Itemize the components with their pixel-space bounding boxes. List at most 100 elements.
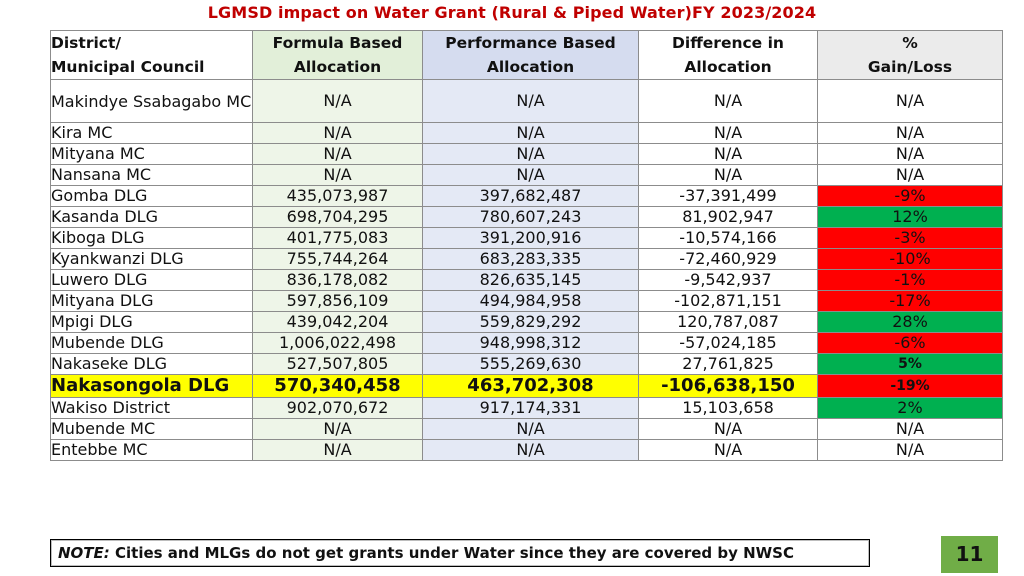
gain-cell: 28% bbox=[817, 311, 1003, 333]
formula-cell: 435,073,987 bbox=[252, 185, 423, 207]
performance-cell: N/A bbox=[422, 418, 639, 440]
gain-cell: -1% bbox=[817, 269, 1003, 291]
difference-cell: -72,460,929 bbox=[638, 248, 818, 270]
performance-cell: 555,269,630 bbox=[422, 353, 639, 375]
formula-cell: 597,856,109 bbox=[252, 290, 423, 312]
formula-cell: 527,507,805 bbox=[252, 353, 423, 375]
gain-cell: N/A bbox=[817, 143, 1003, 165]
difference-cell: 27,761,825 bbox=[638, 353, 818, 375]
district-cell: Mubende DLG bbox=[50, 332, 253, 354]
footnote: NOTE: Cities and MLGs do not get grants … bbox=[50, 539, 870, 567]
district-cell: Kiboga DLG bbox=[50, 227, 253, 249]
gain-cell: N/A bbox=[817, 122, 1003, 144]
table-row: Entebbe MC N/A N/A N/A N/A bbox=[50, 439, 1003, 461]
table-header-row: District/ Municipal Council Formula Base… bbox=[50, 30, 1003, 80]
difference-cell: -106,638,150 bbox=[638, 374, 818, 398]
district-cell: Entebbe MC bbox=[50, 439, 253, 461]
difference-cell: N/A bbox=[638, 439, 818, 461]
slide-title: LGMSD impact on Water Grant (Rural & Pip… bbox=[207, 3, 817, 22]
gain-cell: N/A bbox=[817, 439, 1003, 461]
difference-cell: N/A bbox=[638, 143, 818, 165]
district-cell: Wakiso District bbox=[50, 397, 253, 419]
formula-cell: N/A bbox=[252, 164, 423, 186]
difference-cell: -9,542,937 bbox=[638, 269, 818, 291]
difference-cell: 120,787,087 bbox=[638, 311, 818, 333]
table-row: Nakaseke DLG 527,507,805 555,269,630 27,… bbox=[50, 353, 1003, 375]
formula-cell: 401,775,083 bbox=[252, 227, 423, 249]
table-row: Nansana MC N/A N/A N/A N/A bbox=[50, 164, 1003, 186]
performance-cell: N/A bbox=[422, 79, 639, 123]
performance-cell: 683,283,335 bbox=[422, 248, 639, 270]
district-cell: Gomba DLG bbox=[50, 185, 253, 207]
gain-cell: -3% bbox=[817, 227, 1003, 249]
table-row: Kyankwanzi DLG 755,744,264 683,283,335 -… bbox=[50, 248, 1003, 270]
header-performance: Performance Based Allocation bbox=[422, 30, 639, 80]
table-row: Mubende DLG 1,006,022,498 948,998,312 -5… bbox=[50, 332, 1003, 354]
district-cell: Makindye Ssabagabo MC bbox=[50, 79, 253, 123]
table-row: Gomba DLG 435,073,987 397,682,487 -37,39… bbox=[50, 185, 1003, 207]
formula-cell: N/A bbox=[252, 143, 423, 165]
formula-cell: 1,006,022,498 bbox=[252, 332, 423, 354]
district-cell: Nansana MC bbox=[50, 164, 253, 186]
performance-cell: 397,682,487 bbox=[422, 185, 639, 207]
performance-cell: N/A bbox=[422, 164, 639, 186]
header-difference: Difference in Allocation bbox=[638, 30, 818, 80]
difference-cell: N/A bbox=[638, 122, 818, 144]
footnote-text: Cities and MLGs do not get grants under … bbox=[109, 544, 794, 562]
district-cell: Kasanda DLG bbox=[50, 206, 253, 228]
gain-cell: 12% bbox=[817, 206, 1003, 228]
district-cell: Luwero DLG bbox=[50, 269, 253, 291]
table-row: Mubende MC N/A N/A N/A N/A bbox=[50, 418, 1003, 440]
difference-cell: N/A bbox=[638, 418, 818, 440]
gain-cell: -10% bbox=[817, 248, 1003, 270]
gain-cell: N/A bbox=[817, 79, 1003, 123]
gain-cell: N/A bbox=[817, 418, 1003, 440]
formula-cell: 755,744,264 bbox=[252, 248, 423, 270]
gain-cell: 2% bbox=[817, 397, 1003, 419]
performance-cell: 826,635,145 bbox=[422, 269, 639, 291]
water-grant-table: District/ Municipal Council Formula Base… bbox=[50, 30, 1003, 461]
formula-cell: 836,178,082 bbox=[252, 269, 423, 291]
difference-cell: 15,103,658 bbox=[638, 397, 818, 419]
difference-cell: -102,871,151 bbox=[638, 290, 818, 312]
district-cell: Nakaseke DLG bbox=[50, 353, 253, 375]
district-cell: Mpigi DLG bbox=[50, 311, 253, 333]
formula-cell: N/A bbox=[252, 439, 423, 461]
table-row: Mpigi DLG 439,042,204 559,829,292 120,78… bbox=[50, 311, 1003, 333]
formula-cell: 439,042,204 bbox=[252, 311, 423, 333]
performance-cell: 559,829,292 bbox=[422, 311, 639, 333]
table-row: Kasanda DLG 698,704,295 780,607,243 81,9… bbox=[50, 206, 1003, 228]
difference-cell: -57,024,185 bbox=[638, 332, 818, 354]
page-number-badge: 11 bbox=[941, 536, 998, 573]
performance-cell: N/A bbox=[422, 143, 639, 165]
district-cell: Mityana DLG bbox=[50, 290, 253, 312]
formula-cell: N/A bbox=[252, 418, 423, 440]
header-formula: Formula Based Allocation bbox=[252, 30, 423, 80]
performance-cell: 463,702,308 bbox=[422, 374, 639, 398]
difference-cell: 81,902,947 bbox=[638, 206, 818, 228]
formula-cell: 570,340,458 bbox=[252, 374, 423, 398]
table-row: Makindye Ssabagabo MC N/A N/A N/A N/A bbox=[50, 79, 1003, 123]
performance-cell: 494,984,958 bbox=[422, 290, 639, 312]
formula-cell: 698,704,295 bbox=[252, 206, 423, 228]
district-cell: Nakasongola DLG bbox=[50, 374, 253, 398]
district-cell: Kyankwanzi DLG bbox=[50, 248, 253, 270]
table-row: Kira MC N/A N/A N/A N/A bbox=[50, 122, 1003, 144]
gain-cell: -17% bbox=[817, 290, 1003, 312]
gain-cell: N/A bbox=[817, 164, 1003, 186]
performance-cell: 780,607,243 bbox=[422, 206, 639, 228]
difference-cell: N/A bbox=[638, 79, 818, 123]
performance-cell: N/A bbox=[422, 439, 639, 461]
table-row: Mityana DLG 597,856,109 494,984,958 -102… bbox=[50, 290, 1003, 312]
district-cell: Mubende MC bbox=[50, 418, 253, 440]
difference-cell: -37,391,499 bbox=[638, 185, 818, 207]
formula-cell: N/A bbox=[252, 79, 423, 123]
formula-cell: N/A bbox=[252, 122, 423, 144]
table-row: Wakiso District 902,070,672 917,174,331 … bbox=[50, 397, 1003, 419]
performance-cell: 391,200,916 bbox=[422, 227, 639, 249]
table-row: Kiboga DLG 401,775,083 391,200,916 -10,5… bbox=[50, 227, 1003, 249]
footnote-label: NOTE: bbox=[58, 544, 110, 562]
gain-cell: 5% bbox=[817, 353, 1003, 375]
difference-cell: N/A bbox=[638, 164, 818, 186]
header-gain-loss: % Gain/Loss bbox=[817, 30, 1003, 80]
